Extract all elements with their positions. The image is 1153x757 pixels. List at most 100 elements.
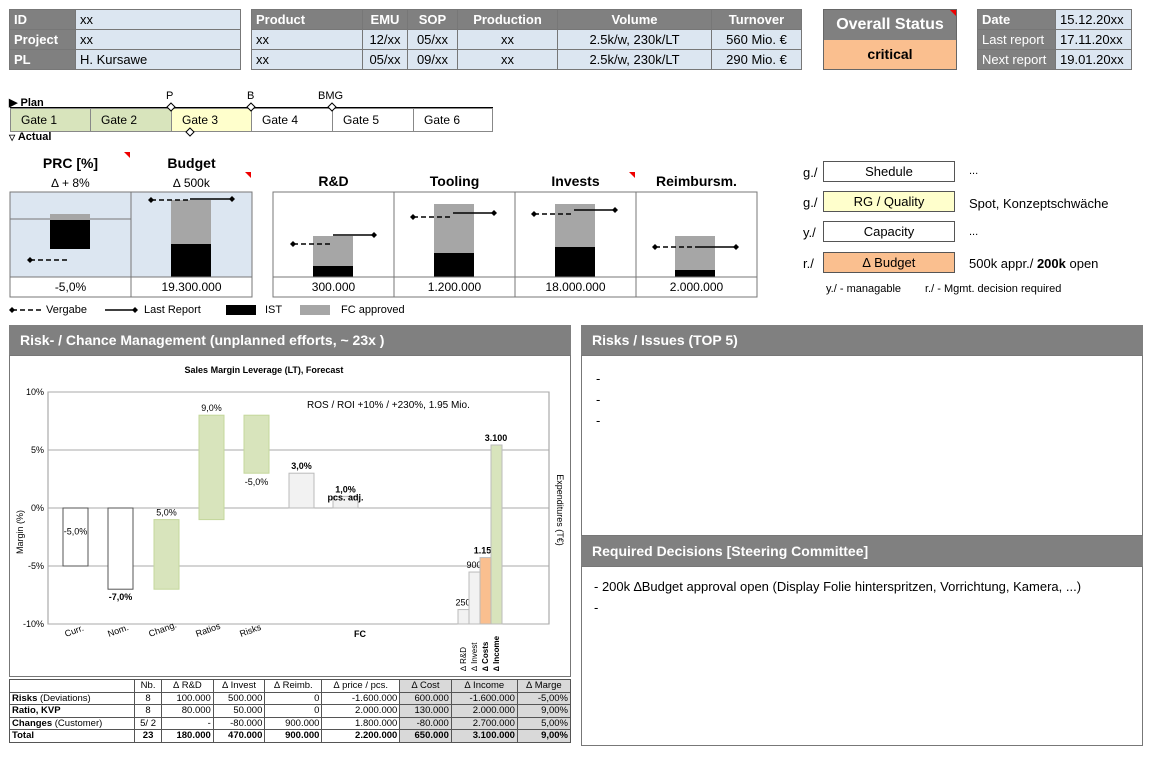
table-cell[interactable]: 23 — [133, 729, 163, 743]
emu-cell[interactable]: 12/xx — [362, 29, 408, 50]
table-cell[interactable]: -5,00% — [516, 691, 572, 705]
bar-sublabel: pcs. adj. — [327, 492, 363, 502]
table-cell[interactable]: 2.000.000 — [321, 704, 401, 718]
comment-indicator[interactable] — [629, 172, 635, 178]
production-cell[interactable]: xx — [457, 49, 558, 70]
table-cell[interactable]: 2.700.000 — [450, 716, 518, 730]
status-prefix: r./ — [803, 256, 814, 271]
table-cell[interactable]: -80.000 — [399, 716, 452, 730]
volume-cell[interactable]: 2.5k/w, 230k/LT — [557, 49, 712, 70]
issue-item[interactable]: - — [596, 371, 601, 386]
date-value[interactable]: 15.12.20xx — [1055, 9, 1132, 30]
table-cell[interactable]: 470.000 — [212, 729, 266, 743]
status-schedule[interactable]: Shedule — [823, 161, 955, 182]
diamond-icon — [290, 241, 296, 247]
id-value[interactable]: xx — [75, 9, 241, 30]
table-cell[interactable]: 8 — [133, 704, 163, 718]
table-cell[interactable]: 0 — [264, 704, 323, 718]
x-category-label: Curr. — [63, 623, 85, 639]
sop-cell[interactable]: 09/xx — [407, 49, 458, 70]
margin-bar — [332, 495, 359, 509]
table-cell[interactable]: 900.000 — [264, 729, 323, 743]
table-cell[interactable]: 900.000 — [264, 716, 323, 730]
overall-status-value[interactable]: critical — [824, 40, 956, 69]
table-cell[interactable]: -1.600.000 — [321, 691, 401, 705]
table-cell[interactable]: -1.600.000 — [450, 691, 518, 705]
margin-bar — [62, 507, 89, 567]
next-report-label: Next report — [977, 49, 1056, 70]
gate-1[interactable]: Gate 1 — [10, 108, 91, 132]
table-cell[interactable]: 650.000 — [399, 729, 452, 743]
margin-bar — [153, 519, 180, 590]
reimb-value[interactable]: 2.000.000 — [669, 280, 724, 294]
table-cell[interactable]: -80.000 — [212, 716, 266, 730]
table-cell[interactable]: 2.200.000 — [321, 729, 401, 743]
product-cell[interactable]: xx — [251, 49, 363, 70]
prc-value[interactable]: -5,0% — [54, 280, 87, 294]
comment-indicator[interactable] — [245, 172, 251, 178]
issue-item[interactable]: - — [596, 392, 601, 407]
table-header: ∆ Income — [450, 679, 518, 693]
production-cell[interactable]: xx — [457, 29, 558, 50]
sop-cell[interactable]: 05/xx — [407, 29, 458, 50]
issue-item[interactable]: - — [596, 413, 601, 428]
status-capacity[interactable]: Capacity — [823, 221, 955, 242]
gate-2[interactable]: Gate 2 — [90, 108, 172, 132]
table-cell[interactable]: 9,00% — [516, 704, 572, 718]
bar-label: -5,0% — [64, 527, 88, 537]
plan-text: Plan — [20, 97, 44, 109]
budget-value[interactable]: 19.300.000 — [161, 280, 222, 294]
expenditure-label: 1.150 — [474, 546, 497, 556]
y-tick-label: 10% — [26, 387, 44, 397]
table-cell[interactable]: 5,00% — [516, 716, 572, 730]
waterfall-chart: Sales Margin Leverage (LT), Forecast ROS… — [15, 365, 565, 671]
table-cell[interactable]: 500.000 — [212, 691, 266, 705]
gate-5[interactable]: Gate 5 — [332, 108, 414, 132]
table-cell[interactable]: 600.000 — [399, 691, 452, 705]
comment-indicator[interactable] — [124, 152, 130, 158]
table-cell[interactable]: 80.000 — [161, 704, 214, 718]
gate-6[interactable]: Gate 6 — [413, 108, 493, 132]
status-quality[interactable]: RG / Quality — [823, 191, 955, 212]
pl-value[interactable]: H. Kursawe — [75, 49, 241, 70]
rd-value[interactable]: 300.000 — [311, 280, 356, 294]
y2-axis-label: Expenditures (T€) — [555, 474, 565, 546]
project-info-table: ID xx Project xx PL H. Kursawe — [9, 9, 241, 70]
row-label: Total — [9, 729, 135, 743]
table-cell[interactable]: 1.800.000 — [321, 716, 401, 730]
bar-label: -7,0% — [109, 592, 133, 602]
table-cell[interactable]: 8 — [133, 691, 163, 705]
table-cell[interactable]: 0 — [264, 691, 323, 705]
table-cell[interactable]: 2.000.000 — [450, 704, 518, 718]
turnover-cell[interactable]: 290 Mio. € — [711, 49, 802, 70]
table-cell[interactable]: 180.000 — [161, 729, 214, 743]
tooling-value[interactable]: 1.200.000 — [427, 280, 482, 294]
table-cell[interactable]: 5/ 2 — [133, 716, 163, 730]
table-cell[interactable]: 130.000 — [399, 704, 452, 718]
prc-title: PRC [%] — [42, 155, 99, 171]
rd-ist-bar — [313, 266, 353, 277]
turnover-cell[interactable]: 560 Mio. € — [711, 29, 802, 50]
decision-item[interactable]: - — [594, 600, 599, 615]
product-cell[interactable]: xx — [251, 29, 363, 50]
gate-3[interactable]: Gate 3 — [171, 108, 252, 132]
chart-annotation: ROS / ROI +10% / +230%, 1.95 Mio. — [307, 400, 470, 411]
table-cell[interactable]: - — [161, 716, 214, 730]
decision-item[interactable]: - 200k ∆Budget approval open (Display Fo… — [594, 579, 1082, 594]
table-header: Nb. — [133, 679, 163, 693]
product-header: Product — [251, 9, 363, 30]
table-cell[interactable]: 100.000 — [161, 691, 214, 705]
comment-indicator[interactable] — [950, 10, 956, 16]
last-report-value[interactable]: 17.11.20xx — [1055, 29, 1132, 50]
next-report-value[interactable]: 19.01.20xx — [1055, 49, 1132, 70]
table-cell[interactable]: 3.100.000 — [450, 729, 518, 743]
status-budget[interactable]: ∆ Budget — [823, 252, 955, 273]
budget-fc-bar — [171, 200, 211, 244]
table-cell[interactable]: 50.000 — [212, 704, 266, 718]
margin-bar — [198, 414, 225, 521]
invests-value[interactable]: 18.000.000 — [545, 280, 606, 294]
margin-bar — [107, 507, 134, 590]
volume-cell[interactable]: 2.5k/w, 230k/LT — [557, 29, 712, 50]
table-cell[interactable]: 9,00% — [516, 729, 572, 743]
budget-comment-b: 200k — [1036, 256, 1066, 271]
